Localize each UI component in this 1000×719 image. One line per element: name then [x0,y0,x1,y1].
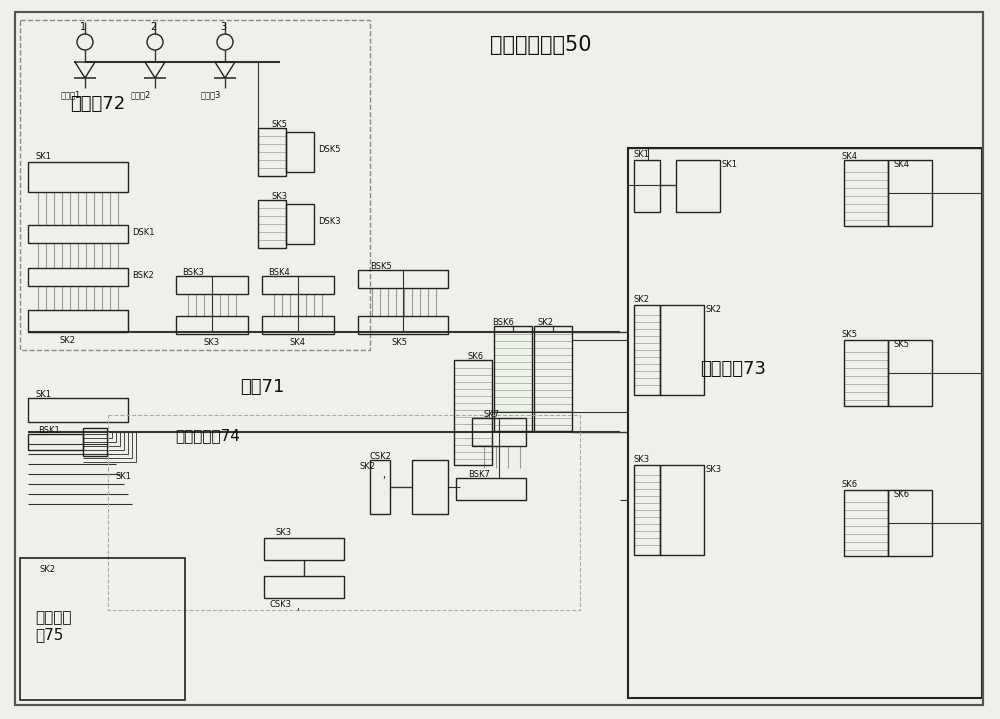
Text: SK6: SK6 [894,490,910,499]
Text: SK1: SK1 [115,472,131,481]
Bar [258,200,286,248]
Text: DSK3: DSK3 [318,217,341,226]
Bar [28,268,128,286]
Bar [844,340,888,406]
Bar [412,460,448,514]
Bar [370,460,390,514]
Bar [28,225,128,243]
Text: SK5: SK5 [272,120,288,129]
Bar [634,305,660,395]
Text: SK4: SK4 [290,338,306,347]
Bar [286,132,314,172]
Bar [108,415,580,610]
Bar [634,160,660,212]
Text: ,: , [382,470,385,480]
Text: SK6: SK6 [842,480,858,489]
Text: SK2: SK2 [360,462,376,471]
Bar [28,310,128,332]
Bar [264,576,344,598]
Text: BSK6: BSK6 [492,318,514,327]
Text: SK4: SK4 [842,152,858,161]
Bar [28,434,83,450]
Text: SK2: SK2 [634,295,650,304]
Text: SK5: SK5 [842,330,858,339]
Bar [176,276,248,294]
Bar [262,316,334,334]
Text: BSK4: BSK4 [268,268,290,277]
Text: SK6: SK6 [468,352,484,361]
Bar [888,160,932,226]
Text: 接触器2: 接触器2 [131,90,151,99]
Bar [472,418,526,446]
Text: SK4: SK4 [894,160,910,169]
Text: BSK3: BSK3 [182,268,204,277]
Text: SK1: SK1 [722,160,738,169]
Bar [634,465,660,555]
Bar [494,326,532,431]
Bar [534,326,572,431]
Text: 主板71: 主板71 [240,378,284,396]
Text: 1: 1 [80,22,86,32]
Text: 接触器3: 接触器3 [201,90,221,99]
Text: CSK2: CSK2 [370,452,392,461]
Text: SK3: SK3 [272,192,288,201]
Text: SK2: SK2 [706,305,722,314]
Bar [20,20,370,350]
Bar [264,538,344,560]
Bar [660,465,704,555]
Bar [83,428,107,456]
Bar [358,270,448,288]
Text: SK2: SK2 [60,336,76,345]
Bar [262,276,334,294]
Text: BSK7: BSK7 [468,470,490,479]
Text: BSK1: BSK1 [38,426,60,435]
Text: SK2: SK2 [40,565,56,574]
Text: 位置反馈板74: 位置反馈板74 [175,428,240,443]
Bar [456,478,526,500]
Bar [660,305,704,395]
Text: SK7: SK7 [484,410,500,419]
Bar [888,340,932,406]
Text: DSK5: DSK5 [318,145,340,154]
Text: 接触器1: 接触器1 [61,90,81,99]
Bar [20,558,185,700]
Text: 2: 2 [150,22,156,32]
Text: DSK1: DSK1 [132,228,154,237]
Text: 电源板72: 电源板72 [70,95,125,113]
Bar [888,490,932,556]
Bar [286,204,314,244]
Text: SK3: SK3 [204,338,220,347]
Bar [258,128,286,176]
Text: SK2: SK2 [538,318,554,327]
Bar [28,162,128,192]
Bar [676,160,720,212]
Text: SK3: SK3 [634,455,650,464]
Text: 继电器板73: 继电器板73 [700,360,766,378]
Text: SK5: SK5 [894,340,910,349]
Text: SK1: SK1 [35,390,51,399]
Text: ,: , [296,602,299,612]
Text: 3: 3 [220,22,226,32]
Bar [844,490,888,556]
Bar [176,316,248,334]
Bar [358,316,448,334]
Text: SK3: SK3 [275,528,291,537]
Bar [454,360,492,465]
Text: 卡件适配装置50: 卡件适配装置50 [490,35,592,55]
Text: SK3: SK3 [706,465,722,474]
Text: BSK5: BSK5 [370,262,392,271]
Text: SK1: SK1 [35,152,51,161]
Bar [844,160,888,226]
Bar [628,148,982,698]
Text: CSK3: CSK3 [270,600,292,609]
Text: SK1: SK1 [634,150,650,159]
Bar [28,398,128,422]
Text: 远控输入
板75: 远控输入 板75 [35,610,72,642]
Text: SK5: SK5 [392,338,408,347]
Text: BSK2: BSK2 [132,271,154,280]
